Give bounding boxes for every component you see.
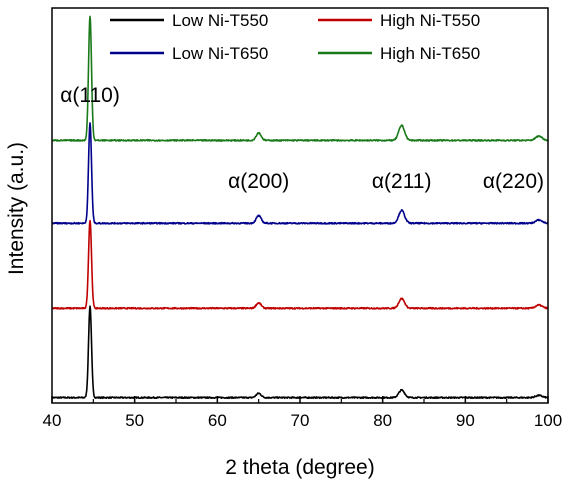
series-line-4 (51, 15, 549, 142)
x-tick-label: 50 (125, 411, 144, 430)
legend-label: Low Ni-T650 (172, 44, 268, 63)
plot-lines (51, 15, 549, 400)
x-axis-ticks: 40 50 60 70 80 90 100 (43, 396, 562, 430)
series-line-1 (51, 305, 549, 400)
plot-frame (51, 7, 549, 404)
legend-label: Low Ni-T550 (172, 11, 268, 30)
peak-label: α(110) (60, 84, 120, 107)
peak-annotations: α(110) α(200) α(211) α(220) (60, 84, 544, 193)
x-tick-label: 70 (291, 411, 310, 430)
x-tick-label: 90 (456, 411, 475, 430)
legend: Low Ni-T550 High Ni-T550 Low Ni-T650 High N… (110, 11, 480, 63)
series-line-2 (51, 219, 549, 310)
x-tick-label: 100 (534, 411, 562, 430)
x-tick-label: 40 (43, 411, 62, 430)
x-tick-label: 60 (208, 411, 227, 430)
x-tick-label: 80 (373, 411, 392, 430)
series-line-3 (51, 122, 549, 225)
peak-label: α(211) (372, 170, 432, 193)
y-axis-title: Intensity (a.u.) (5, 142, 28, 275)
peak-label: α(220) (483, 170, 544, 193)
peak-label: α(200) (228, 170, 289, 193)
legend-label: High Ni-T550 (380, 11, 480, 30)
legend-label: High Ni-T650 (380, 44, 480, 63)
x-axis-title: 2 theta (degree) (225, 456, 374, 479)
